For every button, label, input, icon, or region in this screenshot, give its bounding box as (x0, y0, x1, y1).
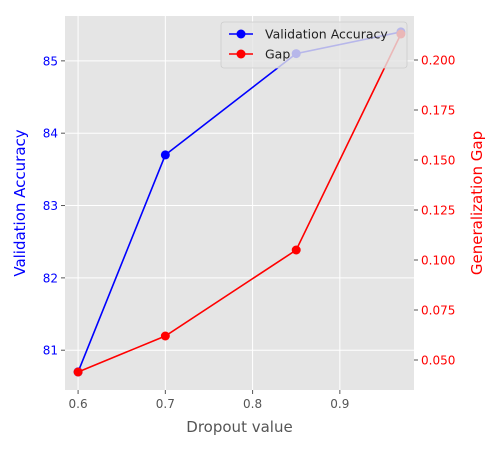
x-axis-label: Dropout value (186, 418, 292, 436)
series-line-1 (77, 33, 402, 373)
right-tick-label: 0.075 (421, 304, 455, 318)
series-point-1 (291, 245, 301, 255)
legend: Validation Accuracy Gap (220, 21, 408, 69)
left-tick-label: 84 (43, 127, 58, 141)
x-tick-label: 0.7 (156, 397, 175, 411)
left-tick-label: 82 (43, 271, 58, 285)
series-point-0 (160, 150, 170, 160)
x-tick-label: 0.8 (243, 397, 262, 411)
left-axis-ticks: 81 82 83 84 85 (43, 54, 65, 358)
left-tick-label: 85 (43, 54, 58, 68)
right-axis-ticks: 0.050 0.075 0.100 0.125 0.150 0.175 0.200 (414, 54, 455, 368)
series-point-1 (160, 331, 170, 341)
plot-area (65, 16, 414, 390)
legend-entry-1: Gap (265, 47, 290, 62)
right-tick-label: 0.050 (421, 354, 455, 368)
left-y-axis-label: Validation Accuracy (11, 129, 29, 276)
legend-box (220, 21, 408, 69)
right-tick-label: 0.175 (421, 104, 455, 118)
legend-entry-0: Validation Accuracy (265, 27, 388, 42)
right-tick-label: 0.125 (421, 204, 455, 218)
x-tick-label: 0.6 (69, 397, 88, 411)
series-point-1 (73, 367, 83, 377)
legend-marker-0 (236, 29, 246, 39)
right-tick-label: 0.150 (421, 154, 455, 168)
left-tick-label: 81 (43, 344, 58, 358)
x-axis-ticks: 0.6 0.7 0.8 0.9 (69, 390, 349, 411)
right-tick-label: 0.200 (421, 54, 455, 68)
right-tick-label: 0.100 (421, 254, 455, 268)
x-tick-label: 0.9 (330, 397, 349, 411)
left-tick-label: 83 (43, 199, 58, 213)
legend-marker-1 (236, 49, 246, 59)
right-y-axis-label: Generalization Gap (468, 131, 486, 275)
